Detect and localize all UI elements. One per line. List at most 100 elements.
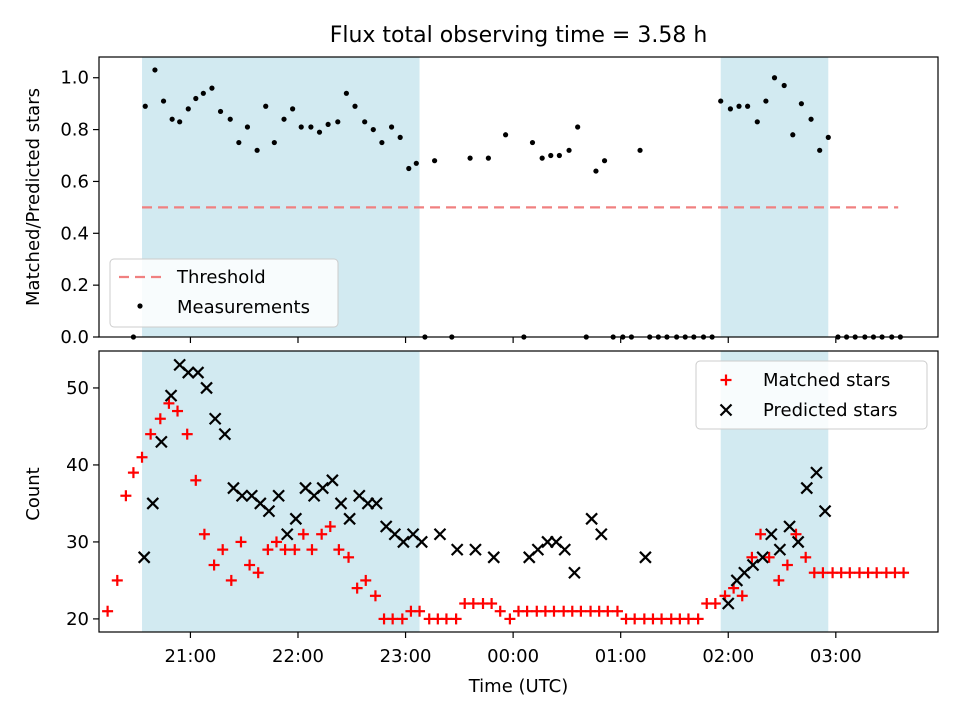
measurement-point [798, 101, 804, 107]
matched-star-point [790, 528, 802, 540]
cross-stroke-b [334, 497, 348, 510]
predicted-star-point [791, 535, 805, 549]
time-x-axis: 21:00 22:00 23:00 00:00 01:00 02:00 03:00 [164, 632, 862, 667]
measurement-point [593, 168, 599, 174]
matched-star-point [709, 598, 721, 610]
cross-stroke-b [200, 381, 213, 395]
legend-matched-swatch [720, 374, 732, 386]
predicted-star-point [585, 512, 598, 526]
predicted-star-point [155, 435, 168, 449]
shaded-interval [720, 57, 829, 337]
matched-star-point [324, 521, 336, 533]
predicted-star-point [164, 389, 178, 402]
predicted-star-point [568, 566, 581, 579]
measurement-point [217, 108, 224, 115]
predicted-star-point [756, 551, 769, 564]
matched-star-point [244, 559, 256, 571]
measurement-point [397, 134, 403, 140]
measurement-point [548, 152, 554, 159]
cross-stroke-b [191, 366, 205, 379]
x-axis-label: Time (UTC) [468, 676, 569, 697]
cross-stroke-b [379, 520, 393, 533]
predicted-star-point [289, 512, 303, 526]
cross-stroke-b [595, 527, 608, 541]
matched-star-point [692, 613, 704, 625]
predicted-star-point [343, 512, 356, 526]
predicted-star-point [326, 474, 339, 487]
cross-stroke-b [316, 481, 330, 495]
matched-star-point [225, 574, 237, 586]
predicted-star-point [415, 535, 428, 549]
legend-measurement-swatch [137, 303, 143, 309]
chart-title: Flux total observing time = 3.58 h [330, 23, 708, 48]
matched-star-point [279, 544, 291, 556]
measurement-point [152, 67, 158, 73]
cross-stroke-b [164, 389, 178, 402]
legend-predicted-label: Predicted stars [763, 400, 897, 421]
predicted-star-point [639, 551, 652, 564]
measurement-point [718, 98, 724, 104]
measurement-point [736, 103, 742, 109]
predicted-star-point [137, 551, 151, 564]
measurement-point [177, 119, 183, 125]
cross-stroke-b [810, 466, 823, 479]
shaded-interval [142, 351, 420, 632]
ratio-x-ticks [189, 337, 837, 343]
cross-stroke-b [146, 497, 160, 510]
x-tick-label: 02:00 [702, 646, 754, 667]
measurement-point [335, 119, 341, 125]
predicted-star-point [764, 527, 778, 541]
measurement-point [227, 116, 233, 122]
matched-star-point [504, 613, 516, 625]
predicted-star-point [218, 427, 232, 441]
matched-star-point [127, 467, 139, 479]
measurement-point [254, 147, 260, 153]
matched-star-point [450, 613, 462, 625]
matched-star-point [871, 567, 883, 579]
predicted-star-point [450, 543, 464, 556]
cross-stroke-b [388, 527, 402, 541]
predicted-star-point [262, 504, 276, 518]
ratio-legend-box [109, 258, 339, 328]
x-tick-label: 23:00 [380, 646, 432, 667]
matched-star-point [369, 590, 381, 602]
matched-star-point [602, 605, 614, 617]
matched-star-point [262, 544, 274, 556]
predicted-star-point [182, 366, 195, 379]
predicted-star-point [191, 366, 205, 379]
predicted-star-point [818, 504, 832, 518]
legend-measurement-label: Measurements [177, 297, 310, 318]
measurement-point [529, 139, 536, 146]
cross-stroke-b [639, 551, 652, 564]
matched-star-point [252, 567, 264, 579]
matched-star-point [486, 598, 498, 610]
ratio-panel: 0.0 0.2 0.4 0.6 0.8 1.0 Matched/Predicted sta… [23, 56, 939, 348]
matched-star-point [181, 428, 193, 440]
measurement-point [413, 160, 419, 166]
measurement-point [467, 155, 473, 161]
measurement-point [160, 98, 167, 104]
cross-stroke-b [450, 543, 464, 556]
matched-star-point [414, 605, 426, 617]
matched-star-point [396, 613, 408, 625]
matched-star-point [844, 567, 856, 579]
measurement-point [771, 75, 778, 81]
measurement-point [263, 103, 269, 109]
cross-stroke-b [719, 403, 733, 417]
measurement-point [825, 134, 831, 140]
cross-stroke-b [137, 551, 151, 564]
cross-stroke-b [406, 527, 420, 541]
cross-stroke-b [299, 481, 312, 495]
measurement-point [808, 116, 814, 122]
cross-stroke-b [155, 435, 168, 449]
measurement-point [281, 116, 287, 122]
measurement-point [200, 90, 206, 96]
measurement-point [790, 132, 796, 138]
measurement-points [130, 67, 903, 340]
cross-stroke-b [756, 551, 769, 564]
predicted-star-point [280, 527, 294, 541]
count-y-axis-label: Count [23, 467, 44, 520]
legend-matched-label: Matched stars [763, 370, 890, 391]
measurement-point [556, 152, 562, 159]
